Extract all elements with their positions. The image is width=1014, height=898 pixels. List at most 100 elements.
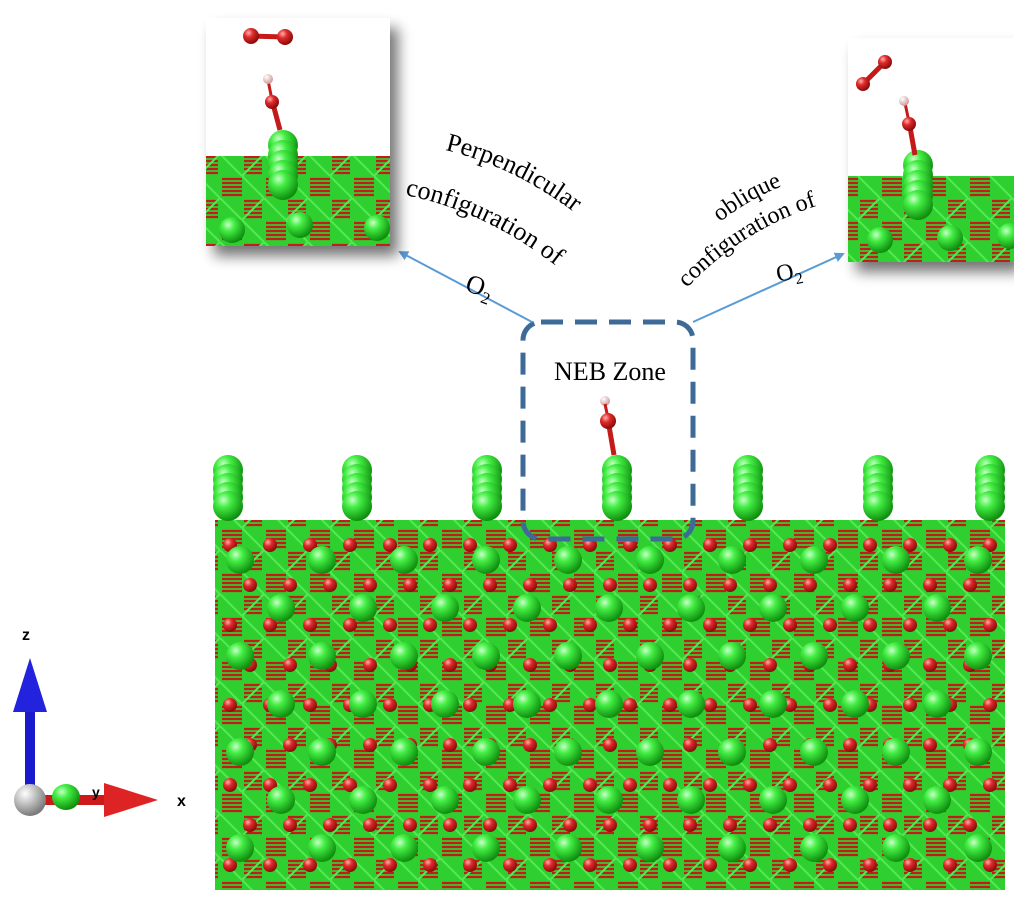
arrow-to-oblique (692, 252, 845, 323)
ca-column (472, 455, 502, 521)
o-atom (843, 578, 857, 592)
o-atom (223, 778, 237, 792)
o-atom (343, 618, 357, 632)
ca-column (733, 455, 763, 521)
ca-atom (267, 786, 295, 814)
ca-atom (800, 642, 828, 670)
o-atom (223, 858, 237, 872)
ca-atom (390, 642, 418, 670)
ca-atom (364, 215, 390, 241)
o-atom (223, 698, 237, 712)
ca-atom (226, 834, 254, 862)
o-atom (383, 858, 397, 872)
o-atom (983, 698, 997, 712)
o-atom (423, 538, 437, 552)
o-atom (383, 778, 397, 792)
o-atom (823, 538, 837, 552)
ca-atom (636, 642, 664, 670)
ca-atom (759, 594, 787, 622)
o-atom (983, 778, 997, 792)
ca-atom (964, 642, 992, 670)
o2-atom (277, 29, 293, 45)
o-atom (703, 698, 717, 712)
axis-origin (14, 784, 46, 816)
o-atom (803, 578, 817, 592)
ca-atom (513, 786, 541, 814)
main-slab-structure (213, 455, 1005, 890)
o-atom (503, 618, 517, 632)
o-atom (623, 858, 637, 872)
o-atom (663, 618, 677, 632)
o-atom (383, 618, 397, 632)
ca-atom (677, 594, 705, 622)
ca-atom (841, 594, 869, 622)
o-atom (902, 117, 916, 131)
o-atom (423, 858, 437, 872)
o-atom (543, 858, 557, 872)
slab-atoms (223, 538, 997, 872)
ca-atom (841, 786, 869, 814)
o-atom (783, 778, 797, 792)
o-atom (643, 578, 657, 592)
o-atom (943, 618, 957, 632)
ca-atom (554, 642, 582, 670)
ca-atom (554, 738, 582, 766)
y-axis-marker (52, 784, 80, 810)
ca-atom (718, 642, 746, 670)
o-atom (963, 578, 977, 592)
ca-atom (308, 642, 336, 670)
o-atom (663, 698, 677, 712)
o-atom (923, 738, 937, 752)
o-atom (283, 818, 297, 832)
o-atom (703, 858, 717, 872)
o-atom (903, 778, 917, 792)
ca-atom (923, 594, 951, 622)
o-atom (503, 538, 517, 552)
o-atom (983, 618, 997, 632)
o2-atom (878, 55, 892, 69)
o-atom (463, 698, 477, 712)
o-atom (463, 778, 477, 792)
perpendicular-inset (206, 18, 390, 246)
ca-atom (431, 594, 459, 622)
ca-atom (800, 546, 828, 574)
neb-zone: NEB Zone (520, 319, 696, 542)
o-atom (603, 818, 617, 832)
ca-atom (718, 834, 746, 862)
o-atom (783, 618, 797, 632)
o-atom (603, 658, 617, 672)
o-atom (403, 818, 417, 832)
o-atom (703, 618, 717, 632)
o-atom (983, 858, 997, 872)
o-atom (483, 578, 497, 592)
o-atom (783, 858, 797, 872)
ca-atom (882, 546, 910, 574)
o-atom (823, 698, 837, 712)
ca-atom (287, 212, 313, 238)
o-atom (563, 818, 577, 832)
ca-atom (595, 690, 623, 718)
o-atom (543, 618, 557, 632)
ca-atom (800, 738, 828, 766)
o-atom (743, 698, 757, 712)
o-atom (923, 578, 937, 592)
o-atom (303, 618, 317, 632)
o-atom (523, 578, 537, 592)
o-atom (383, 698, 397, 712)
o-atom (863, 618, 877, 632)
ca-atom (226, 738, 254, 766)
o-atom (303, 698, 317, 712)
perpendicular-molecules (243, 28, 293, 131)
ca-atom (800, 834, 828, 862)
o-atom (403, 578, 417, 592)
ca-atom (882, 834, 910, 862)
o-atom (823, 618, 837, 632)
o-atom (903, 858, 917, 872)
ca-atom (226, 546, 254, 574)
o-atom (743, 618, 757, 632)
adsorbed-oh-group (600, 396, 617, 456)
o-atom (600, 413, 616, 429)
ca-atom (308, 834, 336, 862)
ca-atom (903, 190, 933, 220)
